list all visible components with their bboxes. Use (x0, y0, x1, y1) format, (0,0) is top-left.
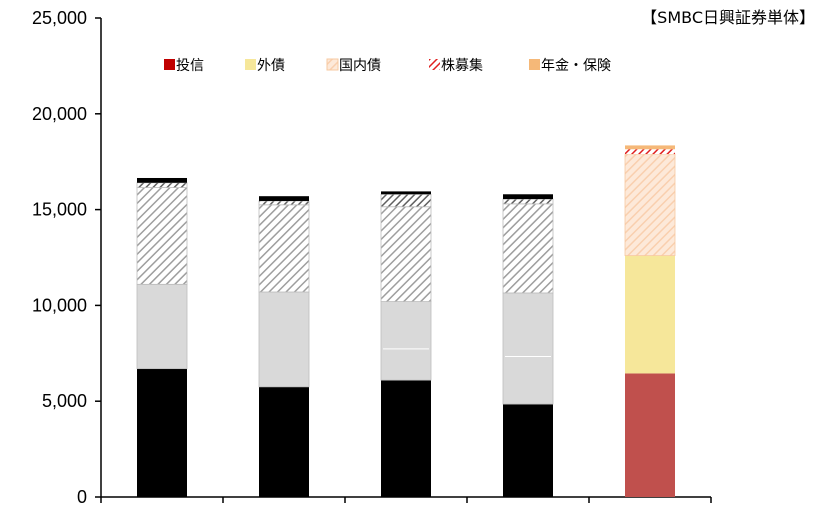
y-tick-label: 25,000 (32, 8, 87, 28)
bar-segment (503, 194, 553, 200)
chart-title: 【SMBC日興証券単体】 (641, 8, 815, 27)
bar-segment (380, 206, 432, 302)
bar-segment (381, 380, 431, 497)
bar-segment (625, 255, 675, 374)
legend-label: 年金・保険 (541, 58, 611, 74)
bar-segment (137, 177, 187, 183)
legend-swatch (529, 59, 540, 70)
bar-segment (502, 198, 554, 205)
bar-segment (258, 200, 310, 206)
bar-segment (137, 368, 187, 497)
bar-segment (503, 404, 553, 497)
legend-label: 投信 (176, 58, 204, 74)
bar-segment (624, 153, 676, 256)
legend-swatch (245, 59, 256, 70)
axes: 0 5,000 10,000 15,000 20,000 25,000 (32, 8, 712, 505)
bar-segment (625, 373, 675, 497)
y-tick-label: 15,000 (32, 200, 87, 220)
legend-swatch (164, 59, 175, 70)
legend-swatch (429, 59, 440, 70)
bar-segment (380, 193, 432, 208)
legend-label: 株募集 (441, 57, 483, 74)
bar-segment (625, 145, 675, 150)
bars (136, 145, 676, 497)
y-tick-label: 20,000 (32, 104, 87, 124)
bar-segment (381, 191, 431, 195)
bar-segment (258, 204, 310, 293)
bar-segment (502, 292, 554, 405)
legend-label: 国内債 (339, 58, 381, 74)
y-tick-label: 0 (77, 487, 87, 505)
legend: 投信 外債 国内債 株募集 年金・保険 (164, 57, 611, 74)
bar-segment (380, 301, 432, 381)
y-tick-label: 5,000 (42, 391, 87, 411)
bar-segment (136, 283, 188, 370)
bar-segment (136, 182, 188, 188)
legend-label: 外債 (257, 58, 285, 74)
legend-swatch (326, 58, 339, 71)
bar-segment (625, 149, 675, 155)
bar-segment (258, 291, 310, 388)
y-tick-label: 10,000 (32, 295, 87, 315)
bar-segment (259, 196, 309, 201)
bar-segment (502, 203, 554, 294)
bar-segment (259, 386, 309, 497)
bar-segment (136, 187, 188, 285)
